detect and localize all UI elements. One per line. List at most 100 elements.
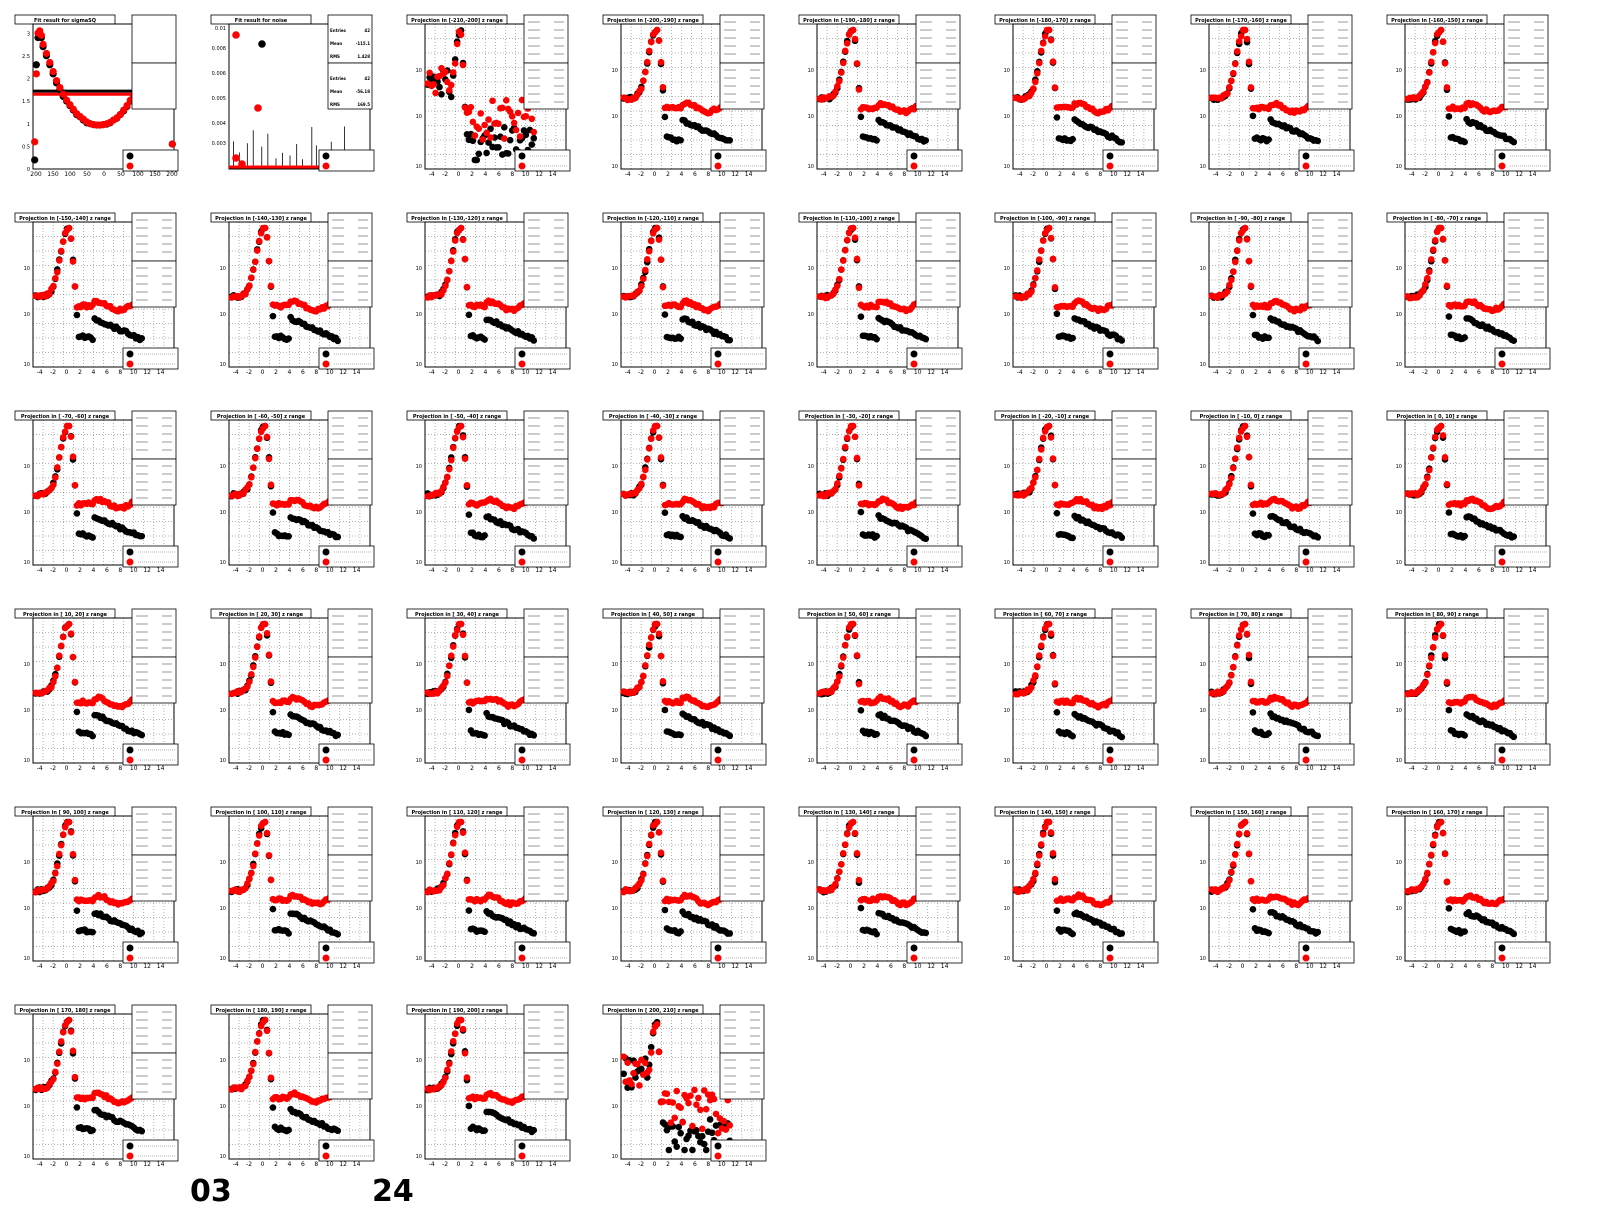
data-point xyxy=(530,535,538,542)
x-tick-label: 10 xyxy=(326,765,334,772)
stats-label: Entries xyxy=(330,28,347,33)
stats-box-black xyxy=(719,410,765,460)
x-tick-label: 6 xyxy=(693,171,697,178)
data-point xyxy=(857,113,865,121)
legend-box xyxy=(1494,149,1551,172)
data-point xyxy=(657,256,665,263)
stats-box-black xyxy=(915,608,961,658)
data-point xyxy=(334,731,342,739)
data-point xyxy=(1422,280,1429,288)
x-tick-label: 8 xyxy=(118,369,122,376)
x-tick-label: 8 xyxy=(902,171,906,178)
x-tick-label: -2 xyxy=(442,171,448,178)
x-tick-label: 0 xyxy=(653,369,657,376)
x-tick-label: 8 xyxy=(1490,369,1494,376)
x-tick-label: -4 xyxy=(429,567,435,574)
legend-marker-black xyxy=(1498,548,1506,556)
y-tick-label: 10 xyxy=(612,758,618,764)
x-tick-label: 8 xyxy=(1490,171,1494,178)
data-point xyxy=(255,633,263,640)
x-tick-label: -2 xyxy=(246,369,252,376)
data-point xyxy=(50,481,57,489)
data-point xyxy=(857,508,865,516)
data-point xyxy=(46,290,53,298)
legend-marker-black xyxy=(1106,152,1114,160)
data-point xyxy=(1051,84,1059,91)
data-point xyxy=(843,236,851,244)
data-point xyxy=(255,435,263,442)
data-point xyxy=(1233,444,1241,451)
data-point xyxy=(1069,334,1076,342)
stats-box xyxy=(131,62,177,110)
data-point xyxy=(334,337,342,345)
data-point xyxy=(138,731,146,739)
x-tick-label: 4 xyxy=(484,567,488,574)
data-point xyxy=(1037,446,1045,453)
legend-box xyxy=(122,347,179,370)
panel-title: Projection in [ -80, -70] z range xyxy=(1393,216,1482,222)
x-tick-label: 6 xyxy=(105,567,109,574)
data-point xyxy=(254,104,262,112)
x-tick-label: 10 xyxy=(1502,567,1510,574)
y-tick-label: 10 xyxy=(1004,560,1010,566)
data-point xyxy=(1427,58,1435,66)
x-tick-label: 14 xyxy=(1529,567,1537,574)
data-point xyxy=(461,255,469,263)
data-point xyxy=(32,61,40,69)
x-tick-label: 2 xyxy=(862,765,866,772)
data-point xyxy=(477,110,485,117)
data-point xyxy=(1429,48,1437,56)
data-point xyxy=(1443,282,1451,290)
data-point xyxy=(483,149,490,157)
data-point xyxy=(248,670,255,678)
data-point xyxy=(1035,256,1043,263)
x-tick-label: 8 xyxy=(510,171,514,178)
data-point xyxy=(473,156,481,164)
data-point xyxy=(726,535,734,542)
y-tick-label: 10 xyxy=(808,464,814,470)
legend-marker-black xyxy=(322,350,330,358)
legend-marker-red xyxy=(1498,360,1506,368)
x-tick-label: -4 xyxy=(821,765,827,772)
data-point xyxy=(1425,466,1433,474)
x-tick-label: 12 xyxy=(535,567,543,574)
x-tick-label: 12 xyxy=(1319,171,1327,178)
y-tick-label: 10 xyxy=(1004,510,1010,516)
data-point xyxy=(168,140,176,148)
data-point xyxy=(922,732,930,740)
chart-panel-noise: Fit result for noise 0.003 0.004 0.005 0.006… xyxy=(210,14,375,172)
data-point xyxy=(1047,234,1055,242)
x-tick-label: 10 xyxy=(718,765,726,772)
data-point xyxy=(726,336,734,344)
x-tick-label: 4 xyxy=(1072,171,1076,178)
data-point xyxy=(269,312,277,320)
legend-marker-black xyxy=(1302,152,1310,160)
legend-marker-red xyxy=(1106,360,1114,368)
x-tick-label: 12 xyxy=(731,369,739,376)
data-point xyxy=(334,533,342,541)
x-tick-label: 10 xyxy=(1306,567,1314,574)
x-tick-label: 8 xyxy=(1098,765,1102,772)
data-point xyxy=(653,224,661,232)
data-point xyxy=(1032,78,1039,86)
x-tick-label: 2 xyxy=(1450,171,1454,178)
data-point xyxy=(444,276,451,284)
data-point xyxy=(1265,334,1272,342)
data-point xyxy=(246,678,253,685)
x-tick-label: -2 xyxy=(1030,765,1036,772)
legend-box xyxy=(514,149,571,172)
data-point xyxy=(465,311,473,319)
data-point xyxy=(52,673,59,680)
data-point xyxy=(430,81,437,88)
legend-marker-black xyxy=(910,548,918,556)
data-point xyxy=(55,454,63,461)
data-point xyxy=(248,274,255,281)
data-point xyxy=(522,131,530,139)
x-tick-label: 8 xyxy=(1294,369,1298,376)
data-point xyxy=(1226,83,1233,91)
stats-label: Entries xyxy=(330,76,347,81)
legend-box xyxy=(1102,149,1159,172)
legend-marker-red xyxy=(518,162,526,170)
data-point xyxy=(453,40,461,48)
x-tick-label: -4 xyxy=(429,765,435,772)
